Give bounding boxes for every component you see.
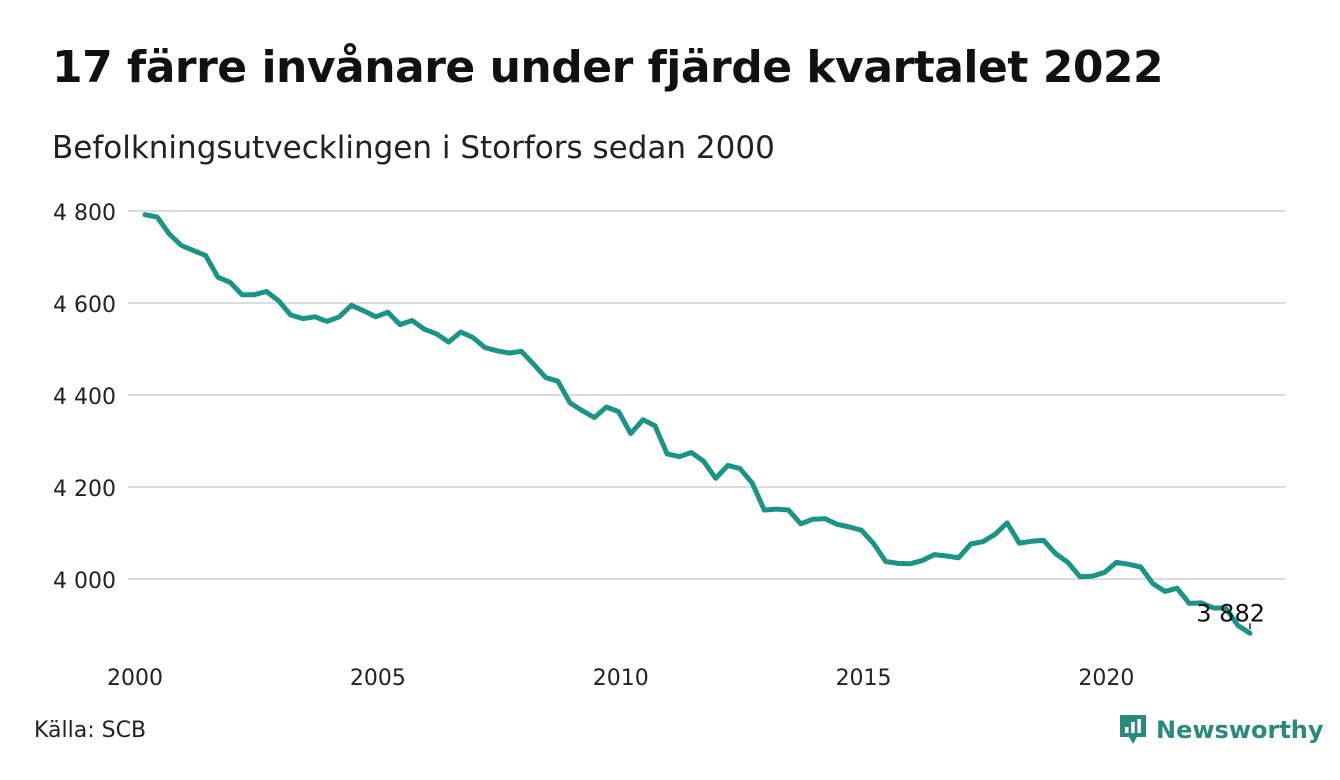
- newsworthy-logo: Newsworthy: [1118, 713, 1324, 747]
- y-tick-label: 4 800: [53, 201, 116, 226]
- newsworthy-icon: [1120, 715, 1146, 744]
- chart-subtitle: Befolkningsutvecklingen i Storfors sedan…: [52, 130, 775, 166]
- x-tick-label: 2005: [350, 666, 406, 691]
- brand-name: Newsworthy: [1156, 716, 1324, 744]
- x-tick-label: 2015: [836, 666, 892, 691]
- series-line: [142, 212, 1253, 636]
- source-note: Källa: SCB: [34, 718, 147, 743]
- x-tick-label: 2010: [593, 666, 649, 691]
- x-tick-label: 2000: [107, 666, 163, 691]
- y-tick-label: 4 400: [53, 385, 116, 410]
- y-axis-ticks: 4 800 4 600 4 400 4 200 4 000: [53, 201, 116, 594]
- end-value-label: 3 882: [1196, 599, 1265, 627]
- chart-title: 17 färre invånare under fjärde kvartalet…: [52, 42, 1164, 93]
- grid-lines: [128, 210, 1286, 580]
- series-population: [142, 212, 1253, 636]
- y-tick-label: 4 000: [53, 569, 116, 594]
- y-tick-label: 4 200: [53, 477, 116, 502]
- y-tick-label: 4 600: [53, 293, 116, 318]
- end-annotation: 3 882: [1196, 599, 1265, 630]
- x-axis-ticks: 2000 2005 2010 2015 2020: [107, 666, 1134, 691]
- x-tick-label: 2020: [1078, 666, 1134, 691]
